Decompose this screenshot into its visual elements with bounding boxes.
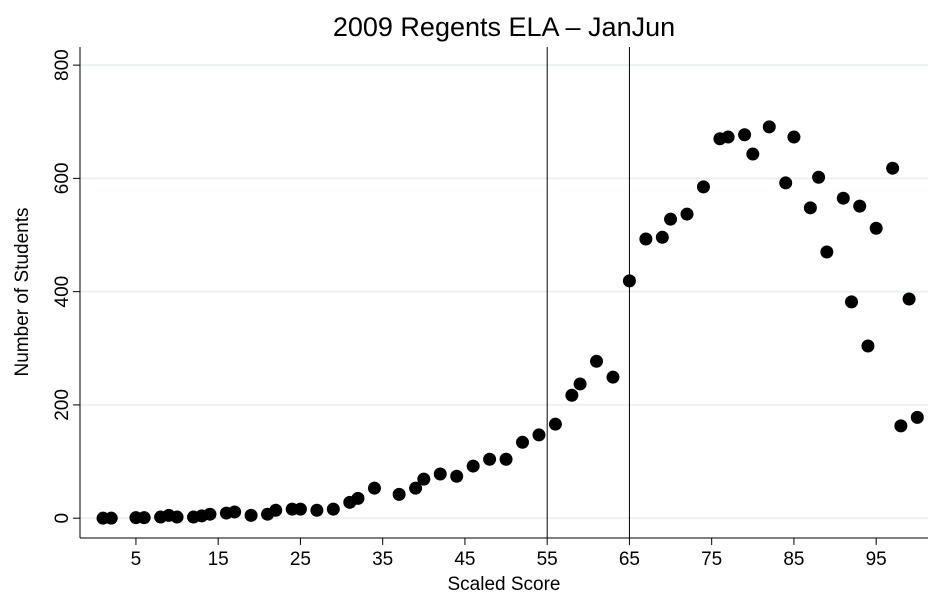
point <box>639 232 653 246</box>
point <box>548 417 562 431</box>
point <box>886 161 900 175</box>
point <box>565 388 579 402</box>
x-tick-label: 75 <box>701 549 722 570</box>
x-tick-label: 45 <box>454 549 475 570</box>
point <box>170 510 184 524</box>
point <box>244 508 258 522</box>
point <box>845 295 859 309</box>
point <box>228 505 242 519</box>
point <box>483 452 497 466</box>
point <box>680 207 694 221</box>
point <box>803 201 817 215</box>
point <box>622 274 636 288</box>
point <box>532 428 546 442</box>
x-tick-label: 85 <box>783 549 804 570</box>
x-axis-label: Scaled Score <box>447 574 560 595</box>
point <box>606 370 620 384</box>
point <box>812 170 826 184</box>
point <box>392 487 406 501</box>
point <box>137 511 151 525</box>
point <box>721 130 735 144</box>
point <box>466 459 480 473</box>
point <box>655 230 669 244</box>
point <box>499 452 513 466</box>
x-tick-label: 5 <box>131 549 142 570</box>
point <box>409 481 423 495</box>
point <box>779 176 793 190</box>
y-axis-label: Number of Students <box>12 208 33 377</box>
point <box>664 212 678 226</box>
x-tick-label: 95 <box>866 549 887 570</box>
point <box>853 199 867 213</box>
point <box>910 410 924 424</box>
point <box>367 481 381 495</box>
x-tick-label: 25 <box>290 549 311 570</box>
point <box>738 128 752 142</box>
point <box>450 469 464 483</box>
y-tick-label: 600 <box>52 163 73 195</box>
x-tick-label: 55 <box>537 549 558 570</box>
y-tick-label: 400 <box>52 276 73 308</box>
point <box>351 491 365 505</box>
point <box>293 502 307 516</box>
point <box>516 435 530 449</box>
point <box>869 221 883 235</box>
point <box>417 472 431 486</box>
point <box>326 502 340 516</box>
point <box>269 503 283 517</box>
point <box>861 339 875 353</box>
point <box>590 354 604 368</box>
point <box>746 147 760 161</box>
point <box>894 419 908 433</box>
point <box>836 191 850 205</box>
point <box>820 245 834 259</box>
point <box>696 180 710 194</box>
point <box>310 503 324 517</box>
y-tick-label: 0 <box>52 513 73 524</box>
point <box>573 377 587 391</box>
y-tick-label: 800 <box>52 49 73 81</box>
point <box>762 120 776 134</box>
x-tick-label: 65 <box>619 549 640 570</box>
x-tick-label: 15 <box>208 549 229 570</box>
point <box>433 467 447 481</box>
point <box>203 507 217 521</box>
chart-title: 2009 Regents ELA – JanJun <box>333 12 675 42</box>
y-tick-label: 200 <box>52 389 73 421</box>
x-tick-label: 35 <box>372 549 393 570</box>
point <box>104 511 118 525</box>
point <box>787 130 801 144</box>
point <box>902 292 916 306</box>
